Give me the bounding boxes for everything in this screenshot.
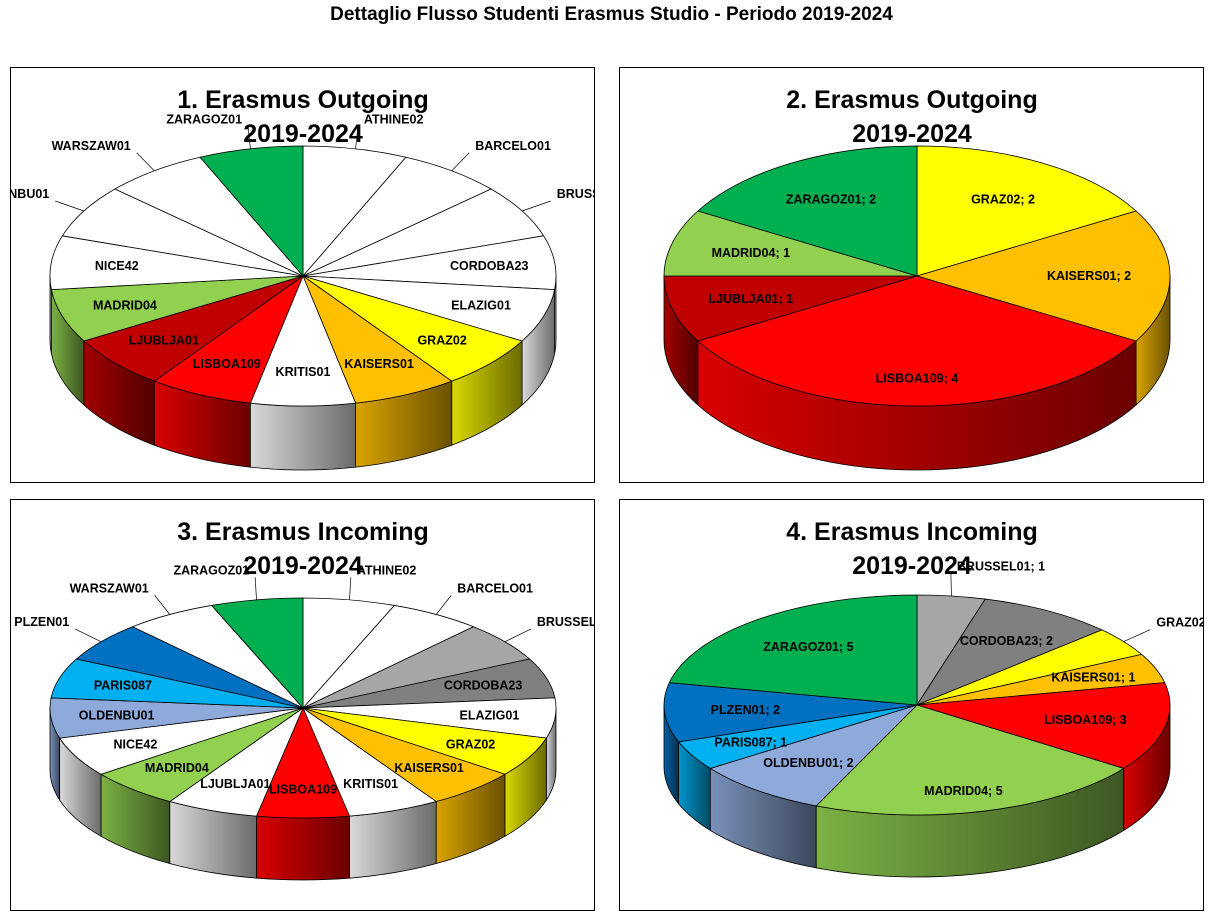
slice-label-zaragoz01: ZARAGOZ01 (166, 112, 242, 126)
slice-label-lisboa109: LISBOA109 (193, 357, 261, 371)
slice-label-barcelo01: BARCELO01 (475, 139, 551, 153)
slice-label-warszaw01: WARSZAW01 (70, 581, 149, 595)
slice-label-zaragoz01: ZARAGOZ01; 2 (786, 192, 876, 206)
slice-label-madrid04: MADRID04 (145, 761, 209, 775)
slice-label-athine02: ATHINE02 (364, 112, 424, 126)
slice-label-ljublja01: LJUBLJA01 (200, 777, 270, 791)
slice-label-brussel01: BRUSSEL01; 1 (957, 559, 1045, 573)
slice-label-kaisers01: KAISERS01; 2 (1047, 269, 1131, 283)
slice-label-brussel01: BRUSSEL01 (537, 615, 594, 629)
pie-slice-madrid04 (815, 704, 1125, 816)
pie-slice-ljublja01 (663, 275, 918, 342)
leader-line (355, 126, 359, 149)
pie-slice-kaisers01 (915, 210, 1171, 342)
slice-label-lisboa109: LISBOA109; 4 (876, 372, 959, 386)
slice-label-oldenbu01: OLDENBU01; 2 (763, 756, 853, 770)
pie-slice-lisboa109 (697, 275, 1137, 407)
slice-label-lisboa109: LISBOA109; 3 (1044, 713, 1127, 727)
slice-label-graz02: GRAZ02; 1 (1156, 616, 1203, 630)
leader-line (349, 577, 352, 600)
page-title: Dettaglio Flusso Studenti Erasmus Studio… (330, 4, 893, 25)
chart-title: 3. Erasmus Incoming (177, 518, 428, 546)
pie-chart-outgoing-2: 2. Erasmus Outgoing 2019-2024 GRAZ02; 2 KAI… (663, 86, 1171, 471)
pie-slice-zaragoz01 (199, 145, 304, 278)
leader-line (504, 628, 531, 643)
slice-label-madrid04: MADRID04 (93, 299, 157, 313)
slice-label-athine02: ATHINE02 (357, 563, 417, 577)
slice-label-kaisers01: KAISERS01 (394, 761, 464, 775)
pie-slice-lisboa109 (916, 682, 1171, 769)
pie-slice-graz02 (916, 145, 1137, 277)
slice-label-kaisers01: KAISERS01 (344, 357, 414, 371)
pie-slice-oldenbu01 (709, 704, 918, 807)
slice-label-zaragoz01: ZARAGOZ01; 5 (763, 640, 853, 654)
slice-label-kritis01: KRITIS01 (343, 777, 398, 791)
slice-label-elazig01: ELAZIG01 (460, 709, 520, 723)
leader-line (154, 595, 171, 615)
leader-line (254, 577, 257, 600)
chart-title: 2. Erasmus Outgoing (786, 86, 1037, 114)
slice-label-ljublja01: LJUBLJA01; 1 (708, 292, 793, 306)
slice-label-graz02: GRAZ02; 2 (971, 192, 1035, 206)
slice-label-nice42: NICE42 (114, 737, 158, 751)
slice-label-madrid04: MADRID04; 5 (924, 784, 1003, 798)
slice-label-madrid04: MADRID04; 1 (712, 246, 791, 260)
pie-slice-madrid04 (663, 210, 918, 277)
chart-subtitle: 2019-2024 (852, 120, 972, 148)
chart-title: 1. Erasmus Outgoing (177, 86, 428, 114)
slice-label-plzen01: PLZEN01 (14, 615, 69, 629)
pie-side-lisboa109 (256, 815, 350, 881)
slice-label-paris087: PARIS087; 1 (714, 735, 787, 749)
slice-label-ljublja01: LJUBLJA01 (129, 333, 199, 347)
chart-panel-incoming-4: 4. Erasmus Incoming 2019-2024 BRUSSEL01; 1… (619, 499, 1204, 911)
slice-label-brussel01: BRUSSEL01 (557, 187, 594, 201)
slice-label-cordoba23: CORDOBA23 (444, 679, 523, 693)
pie-slice-zaragoz01 (668, 594, 918, 706)
slice-label-plzen01: PLZEN01; 2 (711, 703, 781, 717)
slice-label-cordoba23: CORDOBA23 (450, 259, 529, 273)
chart-panel-outgoing-1: 1. Erasmus Outgoing 2019-2024 ATHINE02 BARC… (10, 67, 595, 483)
leader-line (950, 573, 952, 597)
leader-line (247, 126, 251, 149)
leader-line (521, 200, 551, 212)
slice-label-kritis01: KRITIS01 (276, 365, 331, 379)
chart-subtitle: 2019-2024 (243, 552, 363, 580)
slice-label-graz02: GRAZ02 (417, 333, 466, 347)
slice-label-nice42: NICE42 (95, 259, 139, 273)
pie-side-kritis01 (249, 402, 357, 471)
leader-line (1123, 629, 1151, 642)
chart-subtitle: 2019-2024 (852, 552, 972, 580)
leader-line (136, 152, 155, 172)
chart-subtitle: 2019-2024 (243, 120, 363, 148)
slice-label-barcelo01: BARCELO01 (457, 581, 533, 595)
slice-label-cordoba23: CORDOBA23; 2 (960, 634, 1053, 648)
slice-label-elazig01: ELAZIG01 (451, 299, 511, 313)
slice-label-paris087: PARIS087 (94, 679, 152, 693)
chart-title: 4. Erasmus Incoming (786, 518, 1037, 546)
slice-label-zaragoz01: ZARAGOZ01 (173, 563, 249, 577)
slice-label-graz02: GRAZ02 (446, 737, 495, 751)
leader-line (435, 595, 452, 615)
slice-label-kaisers01: KAISERS01; 1 (1051, 671, 1135, 685)
pie-slice-cordoba23 (915, 598, 1103, 706)
slice-label-oldenbu01: OLDENBU01 (79, 709, 155, 723)
leader-line (55, 200, 85, 212)
slice-label-lisboa109: LISBOA109 (269, 782, 337, 796)
chart-panel-outgoing-2: 2. Erasmus Outgoing 2019-2024 GRAZ02; 2 KAI… (619, 67, 1204, 483)
pie-slice-plzen01 (663, 682, 918, 743)
leader-line (451, 152, 470, 172)
pie-slice-zaragoz01 (697, 145, 918, 277)
slice-label-warszaw01: WARSZAW01 (52, 139, 131, 153)
leader-line (75, 628, 102, 643)
slice-label-oldenbu01: OLDENBU01 (11, 187, 49, 201)
chart-panel-incoming-3: 3. Erasmus Incoming 2019-2024 ATHINE02 BARC… (10, 499, 595, 911)
